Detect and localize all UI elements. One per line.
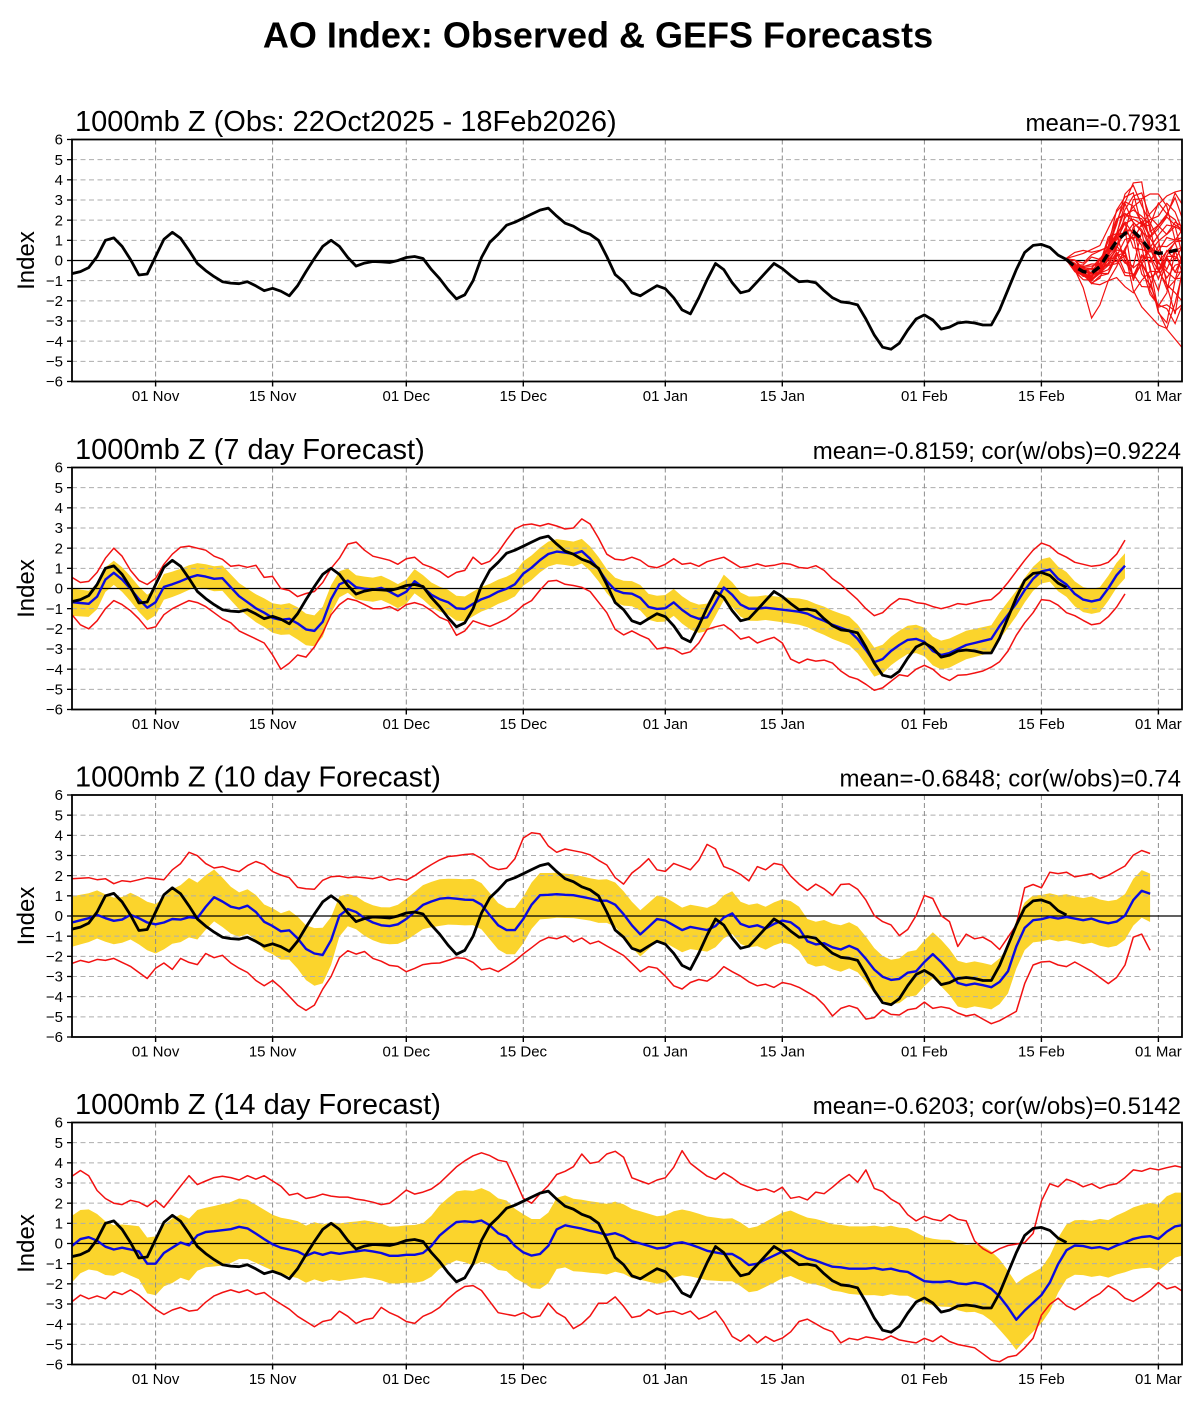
svg-text:Index: Index xyxy=(13,1214,40,1273)
svg-text:1000mb Z (10 day Forecast): 1000mb Z (10 day Forecast) xyxy=(75,762,441,794)
svg-text:AO Index: Observed & GEFS Fore: AO Index: Observed & GEFS Forecasts xyxy=(263,15,933,56)
svg-text:mean=-0.6848; cor(w/obs)=0.74: mean=-0.6848; cor(w/obs)=0.74 xyxy=(839,766,1181,793)
svg-text:Index: Index xyxy=(13,231,40,290)
svg-text:mean=-0.7931: mean=-0.7931 xyxy=(1026,110,1181,137)
svg-text:Index: Index xyxy=(13,887,40,946)
svg-text:1000mb Z (Obs: 22Oct2025 - 18F: 1000mb Z (Obs: 22Oct2025 - 18Feb2026) xyxy=(75,106,617,138)
svg-text:1000mb Z (7 day Forecast): 1000mb Z (7 day Forecast) xyxy=(75,434,425,466)
svg-text:mean=-0.6203; cor(w/obs)=0.514: mean=-0.6203; cor(w/obs)=0.5142 xyxy=(813,1093,1181,1120)
svg-text:mean=-0.8159; cor(w/obs)=0.922: mean=-0.8159; cor(w/obs)=0.9224 xyxy=(813,438,1181,465)
svg-text:1000mb Z (14 day Forecast): 1000mb Z (14 day Forecast) xyxy=(75,1089,441,1121)
svg-text:Index: Index xyxy=(13,559,40,618)
